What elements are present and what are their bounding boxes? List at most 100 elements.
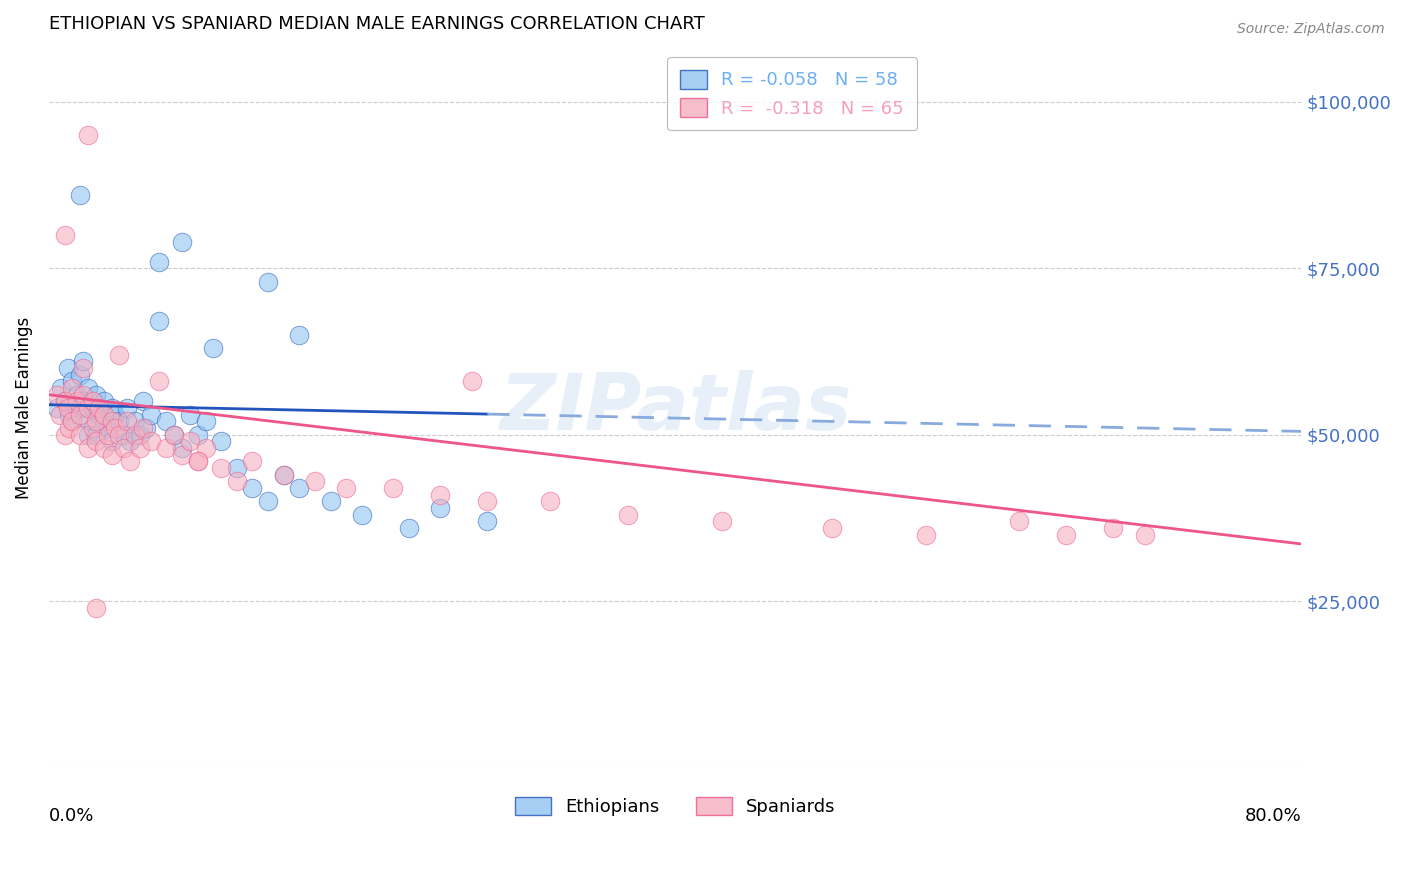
Point [53,427,76,442]
Point [304,475,326,489]
Point [538,494,561,508]
Point [120,434,142,449]
Point [273,467,295,482]
Point [209,434,232,449]
Point [56,401,79,415]
Point [257,494,280,508]
Point [108,414,131,428]
Text: ZIPatlas: ZIPatlas [499,370,851,446]
Point [45,388,67,402]
Point [108,348,131,362]
Point [170,235,193,249]
Point [477,514,499,528]
Point [82,394,104,409]
Point [82,421,104,435]
Point [1102,521,1125,535]
Point [58,421,80,435]
Point [69,368,91,382]
Point [225,461,247,475]
Point [209,461,232,475]
Text: Source: ZipAtlas.com: Source: ZipAtlas.com [1237,22,1385,37]
Point [53,394,76,409]
Point [108,427,131,442]
Point [187,454,209,468]
Point [66,394,89,409]
Point [72,354,94,368]
Point [170,448,193,462]
Legend: Ethiopians, Spaniards: Ethiopians, Spaniards [508,789,842,823]
Point [84,600,107,615]
Point [84,427,107,442]
Text: 0.0%: 0.0% [49,807,94,825]
Point [124,414,146,428]
Point [179,434,201,449]
Point [62,414,84,428]
Point [77,128,100,142]
Point [62,375,84,389]
Point [112,441,135,455]
Point [112,427,135,442]
Point [120,454,142,468]
Point [93,441,115,455]
Point [429,500,451,515]
Point [352,508,374,522]
Point [100,401,122,415]
Point [58,408,80,422]
Y-axis label: Median Male Earnings: Median Male Earnings [15,317,32,500]
Point [139,408,162,422]
Point [187,454,209,468]
Point [194,441,217,455]
Point [77,414,100,428]
Point [93,414,115,428]
Point [77,401,100,415]
Point [87,408,110,422]
Point [155,441,177,455]
Point [53,394,76,409]
Point [273,467,295,482]
Point [104,421,127,435]
Point [382,481,405,495]
Point [914,527,936,541]
Point [163,427,186,442]
Point [163,427,186,442]
Point [155,414,177,428]
Point [69,427,91,442]
Point [100,414,122,428]
Point [84,388,107,402]
Point [72,388,94,402]
Point [124,427,146,442]
Point [335,481,357,495]
Point [319,494,342,508]
Point [1056,527,1078,541]
Point [1133,527,1156,541]
Point [49,408,72,422]
Point [187,427,209,442]
Point [288,481,311,495]
Point [139,434,162,449]
Point [77,427,100,442]
Point [179,408,201,422]
Point [100,434,122,449]
Point [72,394,94,409]
Point [257,275,280,289]
Point [242,481,264,495]
Point [77,381,100,395]
Point [170,441,193,455]
Point [56,361,79,376]
Point [53,227,76,242]
Point [97,427,120,442]
Point [72,361,94,376]
Point [69,408,91,422]
Point [128,441,150,455]
Point [128,427,150,442]
Point [69,401,91,415]
Point [148,254,170,268]
Point [429,488,451,502]
Point [398,521,420,535]
Point [115,414,138,428]
Point [711,514,734,528]
Point [617,508,640,522]
Point [135,421,157,435]
Point [51,381,73,395]
Point [93,394,115,409]
